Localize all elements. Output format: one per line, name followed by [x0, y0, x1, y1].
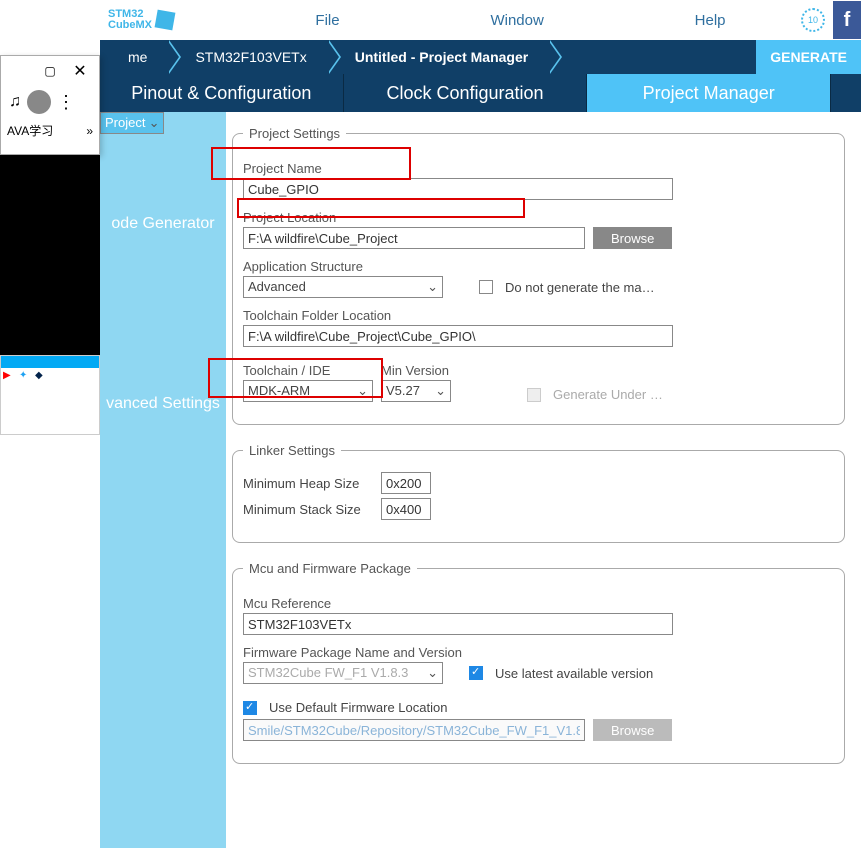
- crumb-title[interactable]: Untitled - Project Manager: [327, 40, 548, 74]
- facebook-icon[interactable]: f: [833, 1, 861, 39]
- project-location-label: Project Location: [243, 210, 834, 225]
- generate-under-label: Generate Under …: [553, 387, 663, 402]
- generate-under-checkbox: [527, 388, 541, 402]
- sidebar-item-advanced[interactable]: vanced Settings: [100, 314, 226, 494]
- sidebar: Project ode Generator vanced Settings: [100, 112, 226, 848]
- app-structure-label: Application Structure: [243, 259, 834, 274]
- toolchain-folder-label: Toolchain Folder Location: [243, 308, 834, 323]
- fw-package-label: Firmware Package Name and Version: [243, 645, 834, 660]
- toolchain-folder-input: [243, 325, 673, 347]
- mcu-ref-label: Mcu Reference: [243, 596, 834, 611]
- heap-input[interactable]: [381, 472, 431, 494]
- close-icon[interactable]: ✕: [65, 56, 95, 86]
- project-name-label: Project Name: [243, 161, 834, 176]
- sidebar-item-project[interactable]: Project: [100, 112, 164, 134]
- mcu-ref-input: [243, 613, 673, 635]
- music-icon: ♫: [9, 93, 21, 111]
- linker-settings-group: Linker Settings Minimum Heap Size Minimu…: [232, 443, 845, 543]
- menu-help[interactable]: Help: [683, 4, 738, 37]
- chevron-right-icon: »: [86, 124, 93, 138]
- avatar[interactable]: [27, 90, 51, 114]
- cube-icon: [155, 10, 176, 31]
- menu-file[interactable]: File: [303, 4, 351, 37]
- min-version-label: Min Version: [381, 363, 451, 378]
- menu-window[interactable]: Window: [478, 4, 555, 37]
- project-location-input[interactable]: [243, 227, 585, 249]
- more-icon[interactable]: ⋮: [57, 92, 76, 113]
- logo-line2: CubeMX: [108, 20, 152, 31]
- logo: STM32 CubeMX: [100, 9, 240, 31]
- stack-input[interactable]: [381, 498, 431, 520]
- restore-icon[interactable]: ▢: [35, 56, 65, 86]
- sidebar-item-codegen[interactable]: ode Generator: [100, 134, 226, 314]
- default-fw-loc-checkbox[interactable]: [243, 701, 257, 715]
- tab-spacer: [831, 74, 861, 112]
- main-panel: Project Settings Project Name Project Lo…: [226, 112, 851, 848]
- generate-button[interactable]: GENERATE: [756, 40, 861, 74]
- external-popup: ▢ ✕ ♫ ⋮ AVA学习 »: [0, 55, 100, 155]
- toolchain-ide-label: Toolchain / IDE: [243, 363, 373, 378]
- video-strip: [0, 155, 100, 355]
- no-generate-label: Do not generate the ma…: [505, 280, 655, 295]
- default-fw-loc-label: Use Default Firmware Location: [269, 700, 447, 715]
- anniversary-badge: 10: [801, 8, 825, 32]
- tab-pinout[interactable]: Pinout & Configuration: [100, 74, 344, 112]
- top-menu-bar: STM32 CubeMX File Window Help 10 f: [100, 0, 861, 40]
- project-settings-legend: Project Settings: [243, 126, 346, 141]
- min-version-select[interactable]: V5.27: [381, 380, 451, 402]
- heap-label: Minimum Heap Size: [243, 476, 373, 491]
- fw-package-select[interactable]: STM32Cube FW_F1 V1.8.3: [243, 662, 443, 684]
- mcu-firmware-legend: Mcu and Firmware Package: [243, 561, 417, 576]
- crumb-chip[interactable]: STM32F103VETx: [167, 40, 326, 74]
- project-settings-group: Project Settings Project Name Project Lo…: [232, 126, 845, 425]
- project-name-input[interactable]: [243, 178, 673, 200]
- crumb-home[interactable]: me: [100, 40, 167, 74]
- fw-path-input: [243, 719, 585, 741]
- use-latest-label: Use latest available version: [495, 666, 653, 681]
- mini-browser: ▶ ✦ ◆: [0, 355, 100, 435]
- tab-clock[interactable]: Clock Configuration: [344, 74, 588, 112]
- st-icon: ◆: [35, 370, 49, 384]
- breadcrumb-bar: me STM32F103VETx Untitled - Project Mana…: [100, 40, 861, 74]
- mcu-firmware-group: Mcu and Firmware Package Mcu Reference F…: [232, 561, 845, 764]
- twitter-icon: ✦: [19, 370, 33, 384]
- toolchain-ide-select[interactable]: MDK-ARM: [243, 380, 373, 402]
- app-structure-select[interactable]: Advanced: [243, 276, 443, 298]
- no-generate-checkbox[interactable]: [479, 280, 493, 294]
- fw-browse-button: Browse: [593, 719, 672, 741]
- bookmark-label[interactable]: AVA学习: [7, 122, 53, 139]
- linker-settings-legend: Linker Settings: [243, 443, 341, 458]
- browse-button[interactable]: Browse: [593, 227, 672, 249]
- use-latest-checkbox[interactable]: [469, 666, 483, 680]
- youtube-icon: ▶: [3, 370, 17, 384]
- stack-label: Minimum Stack Size: [243, 502, 373, 517]
- tab-bar: Pinout & Configuration Clock Configurati…: [100, 74, 861, 112]
- tab-project-manager[interactable]: Project Manager: [587, 74, 831, 112]
